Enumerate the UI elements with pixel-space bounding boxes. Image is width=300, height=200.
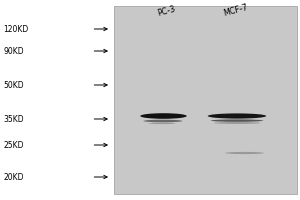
- FancyBboxPatch shape: [114, 6, 297, 194]
- Ellipse shape: [208, 113, 266, 119]
- Text: PC-3: PC-3: [157, 5, 176, 18]
- Ellipse shape: [214, 122, 260, 124]
- Ellipse shape: [211, 119, 263, 122]
- Text: 90KD: 90KD: [3, 46, 24, 55]
- Text: 35KD: 35KD: [3, 114, 24, 123]
- Text: 120KD: 120KD: [3, 24, 28, 33]
- Text: 20KD: 20KD: [3, 172, 23, 182]
- Ellipse shape: [148, 123, 176, 124]
- Text: MCF-7: MCF-7: [222, 3, 249, 18]
- Text: 50KD: 50KD: [3, 81, 24, 90]
- Ellipse shape: [140, 113, 187, 119]
- Text: 25KD: 25KD: [3, 140, 23, 149]
- Ellipse shape: [143, 120, 182, 122]
- Ellipse shape: [225, 152, 264, 154]
